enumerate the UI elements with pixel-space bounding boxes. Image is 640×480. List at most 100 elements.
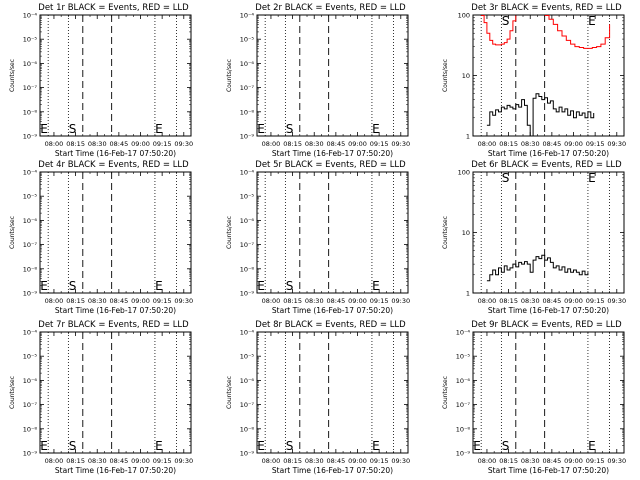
x-tick-label: 09:15 bbox=[153, 140, 172, 148]
end-marker-label-edge: E bbox=[40, 122, 48, 136]
y-tick-label: 10⁻⁸ bbox=[23, 265, 38, 273]
plot-frame bbox=[39, 14, 192, 137]
y-tick-label: 10⁻⁷ bbox=[240, 84, 255, 92]
x-tick-label: 09:15 bbox=[370, 297, 389, 305]
panel-title: Det 9r BLACK = Events, RED = LLD bbox=[471, 320, 622, 330]
start-marker-label: S bbox=[502, 439, 510, 453]
y-tick-label: 10⁻⁴ bbox=[23, 12, 38, 20]
x-tick-label: 08:45 bbox=[542, 297, 561, 305]
x-tick-label: 08:15 bbox=[66, 140, 85, 148]
y-tick-label: 1 bbox=[466, 133, 470, 141]
start-marker-label: S bbox=[69, 279, 77, 293]
x-tick-label: 09:30 bbox=[607, 457, 626, 465]
y-tick-label: 10⁻⁹ bbox=[240, 450, 255, 458]
end-marker-label: E bbox=[588, 171, 596, 185]
y-tick-label: 10⁻⁴ bbox=[23, 169, 38, 177]
panel-det-7r: Det 7r BLACK = Events, RED = LLD Counts/s… bbox=[9, 320, 193, 475]
y-tick-label: 1 bbox=[466, 290, 470, 298]
x-tick-label: 08:00 bbox=[45, 297, 64, 305]
x-tick-label: 09:15 bbox=[153, 297, 172, 305]
y-tick-label: 10⁻⁷ bbox=[23, 241, 38, 249]
x-tick-label: 08:15 bbox=[283, 140, 302, 148]
x-tick-label: 08:00 bbox=[262, 140, 281, 148]
plot-frame bbox=[256, 331, 409, 454]
y-tick-label: 10⁻⁶ bbox=[456, 377, 471, 385]
x-tick-label: 09:15 bbox=[370, 140, 389, 148]
x-tick-label: 09:30 bbox=[607, 140, 626, 148]
x-tick-label: 08:15 bbox=[499, 140, 518, 148]
y-tick-label: 100 bbox=[458, 12, 470, 20]
panel-title: Det 4r BLACK = Events, RED = LLD bbox=[38, 160, 189, 170]
x-tick-label: 08:15 bbox=[66, 457, 85, 465]
y-axis-label: Counts/sec bbox=[9, 376, 16, 409]
y-axis-label: Counts/sec bbox=[442, 59, 449, 92]
x-tick-label: 09:30 bbox=[174, 297, 193, 305]
y-tick-label: 10⁻⁹ bbox=[23, 133, 38, 141]
start-marker-label: S bbox=[502, 171, 510, 185]
y-tick-label: 10⁻⁸ bbox=[23, 108, 38, 116]
x-tick-label: 08:45 bbox=[109, 457, 128, 465]
panel-det-6r: Det 6r BLACK = Events, RED = LLD Counts/s… bbox=[442, 160, 626, 315]
events-series-line bbox=[486, 254, 589, 282]
y-axis-label: Counts/sec bbox=[226, 59, 233, 92]
y-tick-label: 10⁻⁹ bbox=[240, 290, 255, 298]
x-tick-label: 09:00 bbox=[564, 297, 583, 305]
end-marker-label: E bbox=[372, 122, 380, 136]
x-tick-label: 08:00 bbox=[478, 140, 497, 148]
y-tick-label: 10⁻⁸ bbox=[240, 425, 255, 433]
x-tick-label: 09:00 bbox=[131, 297, 150, 305]
panel-det-9r: Det 9r BLACK = Events, RED = LLD Counts/s… bbox=[442, 320, 626, 475]
y-tick-label: 10⁻⁷ bbox=[23, 84, 38, 92]
x-tick-label: 09:00 bbox=[348, 140, 367, 148]
start-marker-label: S bbox=[69, 122, 77, 136]
x-tick-label: 08:00 bbox=[478, 457, 497, 465]
plot-frame bbox=[256, 171, 409, 294]
y-tick-label: 10⁻⁸ bbox=[23, 425, 38, 433]
panel-title: Det 5r BLACK = Events, RED = LLD bbox=[255, 160, 406, 170]
end-marker-label-edge: E bbox=[40, 279, 48, 293]
y-tick-label: 10⁻⁵ bbox=[240, 36, 255, 44]
x-tick-label: 08:30 bbox=[521, 457, 540, 465]
y-tick-label: 10⁻⁵ bbox=[23, 36, 38, 44]
plot-frame bbox=[256, 14, 409, 137]
y-tick-label: 10⁻⁷ bbox=[23, 401, 38, 409]
lld-series-line bbox=[544, 15, 611, 49]
x-axis-label: Start Time (16-Feb-17 07:50:20) bbox=[272, 149, 393, 158]
x-tick-label: 08:30 bbox=[521, 140, 540, 148]
start-marker-label: S bbox=[286, 122, 294, 136]
x-tick-label: 08:00 bbox=[262, 297, 281, 305]
x-tick-label: 09:00 bbox=[131, 457, 150, 465]
x-tick-label: 09:00 bbox=[348, 297, 367, 305]
x-tick-label: 08:00 bbox=[478, 297, 497, 305]
x-tick-label: 09:30 bbox=[607, 297, 626, 305]
end-marker-label-edge: E bbox=[257, 279, 265, 293]
y-tick-label: 10 bbox=[462, 229, 470, 237]
x-axis-label: Start Time (16-Feb-17 07:50:20) bbox=[488, 306, 609, 315]
x-tick-label: 08:30 bbox=[88, 457, 107, 465]
y-axis-label: Counts/sec bbox=[226, 376, 233, 409]
y-tick-label: 10⁻⁸ bbox=[240, 265, 255, 273]
x-axis-label: Start Time (16-Feb-17 07:50:20) bbox=[488, 466, 609, 475]
y-tick-label: 10⁻⁴ bbox=[240, 12, 255, 20]
y-tick-label: 10⁻⁹ bbox=[240, 133, 255, 141]
start-marker-label: S bbox=[286, 279, 294, 293]
panel-det-1r: Det 1r BLACK = Events, RED = LLD Counts/s… bbox=[9, 3, 193, 158]
y-tick-label: 100 bbox=[458, 169, 470, 177]
x-tick-label: 09:00 bbox=[131, 140, 150, 148]
x-tick-label: 09:30 bbox=[174, 457, 193, 465]
start-marker-label: S bbox=[286, 439, 294, 453]
panel-title: Det 8r BLACK = Events, RED = LLD bbox=[255, 320, 406, 330]
plot-frame bbox=[472, 14, 625, 137]
x-tick-label: 09:15 bbox=[586, 140, 605, 148]
x-tick-label: 08:00 bbox=[262, 457, 281, 465]
end-marker-label: E bbox=[588, 14, 596, 28]
y-tick-label: 10⁻⁶ bbox=[23, 60, 38, 68]
panel-title: Det 3r BLACK = Events, RED = LLD bbox=[471, 3, 622, 13]
y-axis-label: Counts/sec bbox=[226, 216, 233, 249]
x-tick-label: 08:30 bbox=[521, 297, 540, 305]
y-tick-label: 10⁻⁷ bbox=[456, 401, 471, 409]
x-tick-label: 08:30 bbox=[305, 457, 324, 465]
panel-det-8r: Det 8r BLACK = Events, RED = LLD Counts/s… bbox=[226, 320, 410, 475]
end-marker-label: E bbox=[155, 439, 163, 453]
